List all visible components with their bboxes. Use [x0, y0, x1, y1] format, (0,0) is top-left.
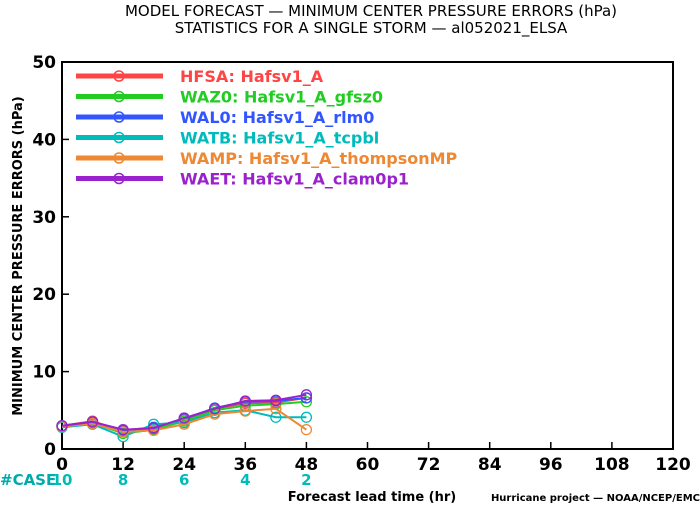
data-point	[270, 411, 282, 423]
chart-title: MODEL FORECAST — MINIMUM CENTER PRESSURE…	[125, 2, 617, 20]
data-point	[178, 418, 190, 430]
y-axis: 0 10 20 30 40 50	[32, 53, 69, 460]
x-tick-label: 48	[295, 455, 319, 475]
data-point	[147, 422, 160, 434]
legend-marker	[113, 111, 125, 123]
y-axis-label: MINIMUM CENTER PRESSURE ERRORS (hPa)	[11, 96, 26, 416]
case-count: 4	[240, 471, 250, 489]
series-line	[61, 407, 307, 433]
data-point	[300, 392, 313, 404]
series-line	[61, 393, 307, 431]
data-point	[209, 403, 221, 415]
x-tick-label: 108	[594, 455, 630, 475]
legend-label: WAL0: Hafsv1_A_rlm0	[180, 108, 374, 127]
data-point	[300, 396, 313, 408]
x-tick-label: 12	[111, 455, 135, 475]
legend-marker	[113, 152, 125, 164]
chart-subtitle: STATISTICS FOR A SINGLE STORM — al052021…	[175, 19, 568, 38]
legend-label: WAMP: Hafsv1_A_thompsonMP	[180, 149, 458, 168]
y-tick-label: 30	[32, 208, 56, 228]
legend-marker	[113, 172, 125, 185]
x-tick-label: 120	[655, 455, 691, 475]
x-tick-label: 60	[356, 455, 380, 475]
legend-marker	[113, 90, 125, 103]
x-tick-label: 36	[233, 455, 257, 475]
case-count: 10	[52, 471, 73, 489]
x-tick-label: 96	[539, 455, 563, 475]
data-point	[239, 395, 251, 407]
data-point	[300, 423, 313, 436]
credit-text: Hurricane project — NOAA/NCEP/EMC	[491, 493, 700, 504]
data-point	[56, 420, 68, 432]
y-tick-label: 20	[32, 285, 56, 305]
case-label: #CASE	[0, 471, 56, 489]
x-tick-label: 72	[417, 455, 441, 475]
data-point	[86, 416, 99, 428]
legend-label: WAET: Hafsv1_A_clam0p1	[180, 170, 409, 189]
x-tick-label: 0	[56, 455, 68, 475]
legend-marker	[113, 131, 125, 144]
case-count: 2	[301, 471, 311, 489]
data-point	[270, 403, 282, 415]
data-point	[300, 389, 313, 401]
legend-label: WAZ0: Hafsv1_A_gfsz0	[180, 88, 383, 107]
legend: HFSA: Hafsv1_A WAZ0: Hafsv1_A_gfsz0WAL0: …	[76, 67, 458, 189]
series-group	[56, 389, 313, 443]
y-tick-label: 10	[32, 363, 56, 383]
x-tick-label: 24	[172, 455, 196, 475]
data-point	[270, 394, 282, 406]
data-point	[117, 423, 129, 436]
x-axis: 0 12 24 36 48 60 72 84 96 108 120	[56, 442, 691, 475]
data-point	[300, 411, 313, 423]
x-axis-label: Forecast lead time (hr)	[288, 490, 456, 505]
legend-label: WATB: Hafsv1_A_tcpbl	[180, 129, 379, 148]
data-point	[178, 412, 190, 424]
case-count: 6	[179, 471, 189, 489]
y-tick-label: 0	[44, 440, 56, 460]
case-count: 8	[118, 471, 128, 489]
legend-label: HFSA: Hafsv1_A	[180, 67, 324, 86]
y-tick-label: 50	[32, 53, 56, 73]
legend-marker	[113, 70, 125, 82]
y-tick-label: 40	[32, 130, 56, 150]
x-tick-label: 84	[478, 455, 502, 475]
data-point	[147, 418, 160, 430]
